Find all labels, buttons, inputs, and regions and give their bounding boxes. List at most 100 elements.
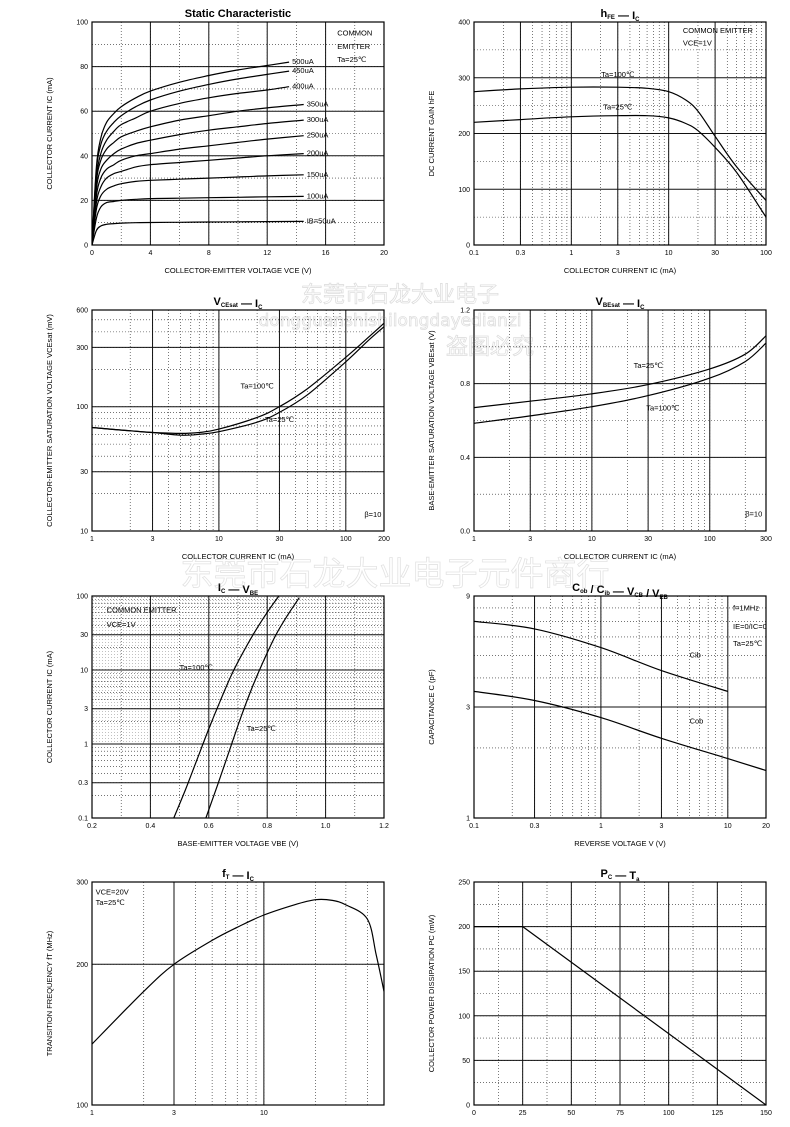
plot-frame — [473, 21, 767, 246]
watermark: 东莞市石龙大业电子 dongguanshishilongdayedianzi 盗… — [180, 283, 610, 594]
x-tick-label: 3 — [528, 536, 532, 543]
series-label: Ta=25℃ — [247, 724, 277, 733]
chart-c1: 0 4 8 12 16 20 0 20 40 60 80 100 Static Characterist… — [45, 8, 388, 275]
series-label: 200uA — [307, 149, 329, 158]
series-line — [92, 195, 304, 245]
series-label: Cob — [690, 716, 704, 725]
chart-annotation: EMITTER — [337, 42, 370, 51]
y-tick-label: 30 — [80, 632, 88, 639]
series-line — [92, 70, 290, 245]
series-label: 400uA — [292, 82, 314, 91]
x-tick-label: 1 — [472, 536, 476, 543]
chart-title: IC — VBE — [218, 582, 258, 597]
y-tick-label: 1 — [84, 742, 88, 749]
x-tick-label: 20 — [762, 823, 770, 830]
series-label: Ta=25℃ — [265, 415, 295, 424]
chart-annotation: IE=0/IC=0 — [733, 622, 767, 631]
x-tick-label: 75 — [616, 1110, 624, 1117]
x-tick-label: 1 — [599, 823, 603, 830]
x-tick-label: 30 — [276, 536, 284, 543]
x-tick-label: 10 — [724, 823, 732, 830]
x-tick-label: 100 — [704, 536, 716, 543]
x-tick-label: 10 — [588, 536, 596, 543]
y-tick-label: 80 — [80, 64, 88, 71]
y-tick-label: 50 — [462, 1058, 470, 1065]
series-label: 500uA — [292, 57, 314, 66]
chart-annotation: Ta=25℃ — [96, 898, 126, 907]
x-tick-label: 1 — [569, 250, 573, 257]
chart-annotation: f=1MHz — [733, 603, 759, 612]
x-tick-label: 3 — [172, 1110, 176, 1117]
x-tick-label: 30 — [711, 250, 719, 257]
series-line — [474, 925, 766, 1105]
y-tick-label: 100 — [76, 594, 88, 601]
chart-annotation: Ta=25℃ — [337, 55, 367, 64]
y-tick-label: 300 — [458, 75, 470, 82]
plot-frame — [91, 21, 385, 246]
y-tick-label: 0.0 — [460, 529, 470, 536]
y-tick-label: 0 — [466, 1103, 470, 1110]
series-line — [474, 620, 728, 692]
y-tick-label: 150 — [458, 969, 470, 976]
y-tick-label: 100 — [458, 187, 470, 194]
plot-area — [92, 310, 384, 531]
plot-frame — [473, 309, 767, 532]
chart-annotation: Ta=25℃ — [733, 639, 763, 648]
y-tick-label: 9 — [466, 594, 470, 601]
x-tick-label: 10 — [665, 250, 673, 257]
watermark-line1: 东莞市石龙大业电子 — [301, 283, 499, 308]
series-line — [474, 86, 766, 201]
y-tick-label: 600 — [76, 308, 88, 315]
y-tick-label: 100 — [76, 404, 88, 411]
x-axis-label: BASE-EMITTER VOLTAGE VBE (V) — [178, 839, 299, 848]
y-axis-label: BASE-EMITTER SATURATION VOLTAGE VBEsat (… — [427, 330, 436, 511]
series-label: Ta=100℃ — [646, 403, 680, 412]
chart-c5: 0.2 0.4 0.6 0.8 1.0 1.2 0.1 0.3 1 3 10 30 100 IC — VB… — [45, 582, 389, 848]
plot-frame — [473, 595, 767, 819]
y-axis-label: COLLECTOR POWER DISSIPATION PC (mW) — [427, 914, 436, 1072]
x-tick-label: 100 — [760, 250, 772, 257]
chart-annotation: β=10 — [364, 510, 381, 519]
y-tick-label: 100 — [76, 20, 88, 27]
x-tick-label: 10 — [215, 536, 223, 543]
y-tick-label: 0 — [466, 243, 470, 250]
x-tick-label: 30 — [644, 536, 652, 543]
series-line — [92, 86, 290, 245]
series-line — [92, 326, 384, 436]
y-tick-label: 1.2 — [460, 308, 470, 315]
chart-c8: 0 25 50 75 100 125 150 0 50 100 150 200 250 PC — Ta CO… — [427, 868, 772, 1117]
series-line — [92, 119, 304, 245]
series-line — [92, 103, 304, 245]
x-tick-label: 125 — [711, 1110, 723, 1117]
y-axis-label: COLLECTOR CURRENT IC (mA) — [45, 77, 54, 190]
series-label: Cib — [690, 650, 701, 659]
x-tick-label: 150 — [760, 1110, 772, 1117]
watermark-line3: 盗图必究 — [446, 335, 534, 360]
chart-c4: 1 3 10 30 100 300 0.0 0.4 0.8 1.2 VBEsat — IC COLLE… — [427, 296, 772, 561]
y-tick-label: 0.3 — [78, 780, 88, 787]
y-tick-label: 200 — [76, 962, 88, 969]
chart-title: VBEsat — IC — [596, 296, 646, 311]
y-tick-label: 100 — [458, 1013, 470, 1020]
series-label: Ta=100℃ — [240, 382, 274, 391]
x-tick-label: 0.4 — [146, 823, 156, 830]
chart-title: PC — Ta — [601, 868, 641, 883]
x-tick-label: 100 — [663, 1110, 675, 1117]
x-tick-label: 25 — [519, 1110, 527, 1117]
y-axis-label: COLLECTOR-EMITTER SATURATION VOLTAGE VCE… — [45, 314, 54, 527]
y-tick-label: 200 — [458, 924, 470, 931]
x-tick-label: 0 — [90, 250, 94, 257]
series-label: 100uA — [307, 191, 329, 200]
x-tick-label: 3 — [616, 250, 620, 257]
y-tick-label: 400 — [458, 20, 470, 27]
series-label: 150uA — [307, 170, 329, 179]
chart-annotation: VCE=1V — [107, 620, 136, 629]
series-line — [92, 898, 384, 1045]
y-tick-label: 3 — [466, 705, 470, 712]
x-tick-label: 0.8 — [262, 823, 272, 830]
chart-title: Cob / Cib — VCB / VEB — [572, 582, 668, 601]
x-tick-label: 200 — [378, 536, 390, 543]
x-tick-label: 1.2 — [379, 823, 389, 830]
series-label: 450uA — [292, 66, 314, 75]
